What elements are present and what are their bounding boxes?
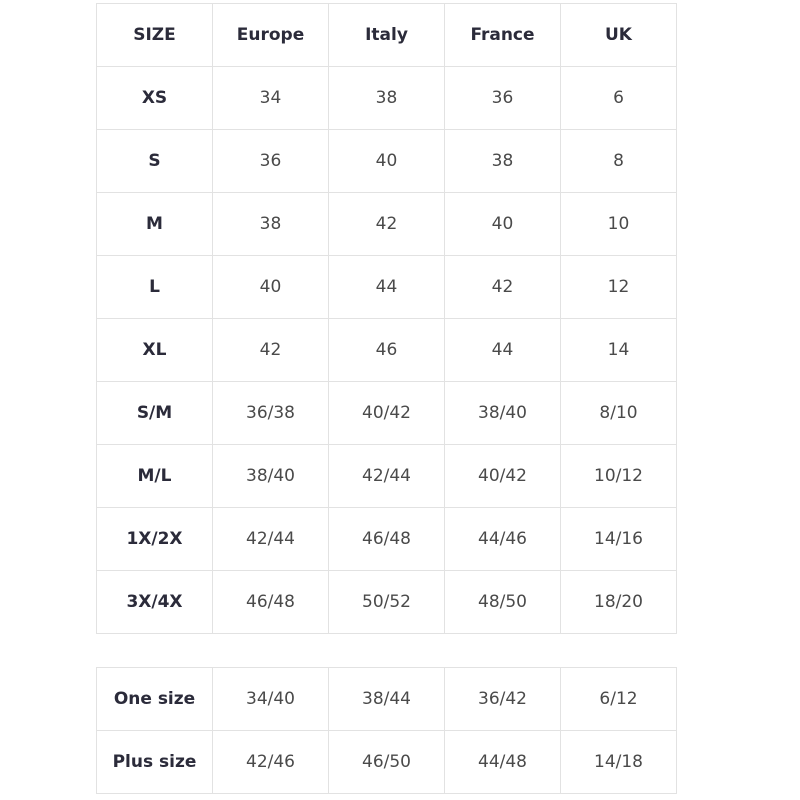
table-row: S/M 36/38 40/42 38/40 8/10	[96, 381, 677, 445]
size-value-cell: 10	[560, 192, 677, 256]
table-row: 1X/2X 42/44 46/48 44/46 14/16	[96, 507, 677, 571]
size-label-cell: S	[96, 129, 213, 193]
size-value-cell: 14/16	[560, 507, 677, 571]
size-value-cell: 44	[328, 255, 445, 319]
size-value-cell: 40	[328, 129, 445, 193]
size-value-cell: 46/50	[328, 730, 445, 794]
size-value-cell: 42	[212, 318, 329, 382]
size-value-cell: 6	[560, 66, 677, 130]
size-label-cell: M	[96, 192, 213, 256]
size-label-cell: 3X/4X	[96, 570, 213, 634]
size-value-cell: 36	[444, 66, 561, 130]
table-row: XL 42 46 44 14	[96, 318, 677, 382]
size-value-cell: 46	[328, 318, 445, 382]
size-value-cell: 42/44	[328, 444, 445, 508]
size-value-cell: 40	[444, 192, 561, 256]
size-value-cell: 46/48	[328, 507, 445, 571]
size-value-cell: 40	[212, 255, 329, 319]
size-value-cell: 46/48	[212, 570, 329, 634]
size-value-cell: 42/46	[212, 730, 329, 794]
size-value-cell: 8	[560, 129, 677, 193]
size-value-cell: 36/42	[444, 667, 561, 731]
table-row: L 40 44 42 12	[96, 255, 677, 319]
size-label-cell: 1X/2X	[96, 507, 213, 571]
size-value-cell: 38	[328, 66, 445, 130]
size-value-cell: 8/10	[560, 381, 677, 445]
size-value-cell: 36/38	[212, 381, 329, 445]
size-value-cell: 14	[560, 318, 677, 382]
size-value-cell: 10/12	[560, 444, 677, 508]
table-row: M 38 42 40 10	[96, 192, 677, 256]
size-value-cell: 12	[560, 255, 677, 319]
size-value-cell: 38	[444, 129, 561, 193]
column-header: Italy	[328, 3, 445, 67]
size-value-cell: 40/42	[444, 444, 561, 508]
size-value-cell: 42	[328, 192, 445, 256]
column-header: UK	[560, 3, 677, 67]
header-row: SIZE Europe Italy France UK	[96, 3, 677, 67]
table-row: XS 34 38 36 6	[96, 66, 677, 130]
size-value-cell: 38/44	[328, 667, 445, 731]
size-value-cell: 18/20	[560, 570, 677, 634]
size-value-cell: 38	[212, 192, 329, 256]
size-label-cell: XS	[96, 66, 213, 130]
size-value-cell: 36	[212, 129, 329, 193]
size-value-cell: 34/40	[212, 667, 329, 731]
size-value-cell: 34	[212, 66, 329, 130]
table-row: One size 34/40 38/44 36/42 6/12	[96, 667, 677, 731]
column-header: SIZE	[96, 3, 213, 67]
special-size-table: One size 34/40 38/44 36/42 6/12 Plus size 42/4…	[96, 667, 677, 794]
size-value-cell: 48/50	[444, 570, 561, 634]
size-label-cell: One size	[96, 667, 213, 731]
size-chart-table: SIZE Europe Italy France UK XS 34 38 36 6 S 36 40 38 8…	[96, 3, 677, 634]
size-value-cell: 40/42	[328, 381, 445, 445]
column-header: Europe	[212, 3, 329, 67]
size-value-cell: 50/52	[328, 570, 445, 634]
size-label-cell: Plus size	[96, 730, 213, 794]
table-row: 3X/4X 46/48 50/52 48/50 18/20	[96, 570, 677, 634]
size-value-cell: 6/12	[560, 667, 677, 731]
size-value-cell: 44	[444, 318, 561, 382]
table-row: M/L 38/40 42/44 40/42 10/12	[96, 444, 677, 508]
size-label-cell: M/L	[96, 444, 213, 508]
table-row: Plus size 42/46 46/50 44/48 14/18	[96, 730, 677, 794]
size-label-cell: XL	[96, 318, 213, 382]
size-value-cell: 44/48	[444, 730, 561, 794]
size-value-cell: 38/40	[212, 444, 329, 508]
size-value-cell: 44/46	[444, 507, 561, 571]
size-value-cell: 38/40	[444, 381, 561, 445]
size-value-cell: 42	[444, 255, 561, 319]
size-label-cell: S/M	[96, 381, 213, 445]
size-value-cell: 42/44	[212, 507, 329, 571]
size-label-cell: L	[96, 255, 213, 319]
table-row: S 36 40 38 8	[96, 129, 677, 193]
column-header: France	[444, 3, 561, 67]
size-value-cell: 14/18	[560, 730, 677, 794]
